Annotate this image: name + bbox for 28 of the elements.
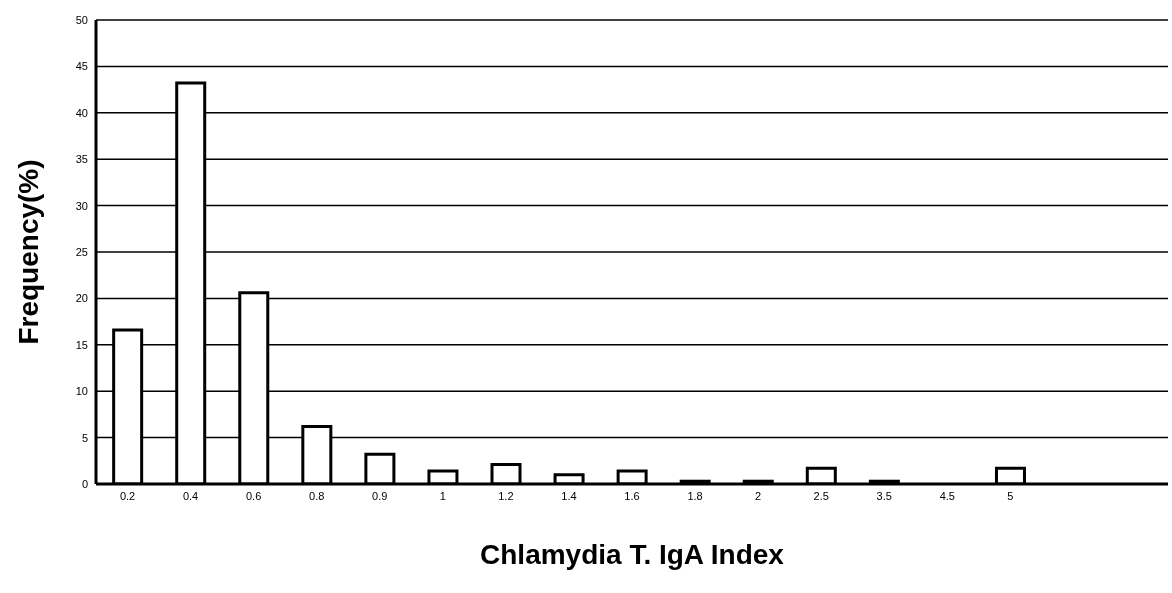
x-tick-label: 0.4 — [182, 489, 199, 502]
x-tick-label: 3.5 — [876, 489, 892, 502]
x-tick-label: 2 — [755, 489, 762, 502]
y-axis-title: Frequency(%) — [12, 159, 44, 345]
x-tick-label: 0.8 — [309, 489, 325, 502]
x-tick-label: 2.5 — [813, 489, 829, 502]
x-tick-label: 5 — [1007, 489, 1014, 502]
y-tick-label: 0 — [81, 477, 88, 490]
y-tick-label: 10 — [75, 385, 88, 398]
x-tick-label: 0.2 — [119, 489, 136, 502]
x-tick-label: 0.6 — [246, 489, 262, 502]
y-tick-label: 15 — [75, 338, 88, 351]
y-tick-label: 30 — [75, 199, 88, 212]
y-tick-label: 50 — [75, 13, 88, 26]
x-tick-label: 1.8 — [687, 489, 703, 502]
y-tick-label: 20 — [75, 292, 88, 305]
x-tick-label: 1.4 — [561, 489, 577, 502]
y-tick-label: 25 — [75, 245, 88, 258]
y-tick-label: 5 — [81, 431, 88, 444]
x-tick-label: 0.9 — [372, 489, 388, 502]
x-tick-label: 4.5 — [939, 489, 955, 502]
x-tick-label: 1.2 — [498, 489, 514, 502]
x-axis-title: Chlamydia T. IgA Index — [480, 539, 785, 570]
x-tick-label: 1 — [439, 489, 446, 502]
x-tick-label: 1.6 — [624, 489, 640, 502]
y-tick-label: 40 — [75, 106, 88, 119]
y-tick-label: 35 — [75, 153, 88, 166]
y-tick-label: 45 — [75, 60, 88, 73]
